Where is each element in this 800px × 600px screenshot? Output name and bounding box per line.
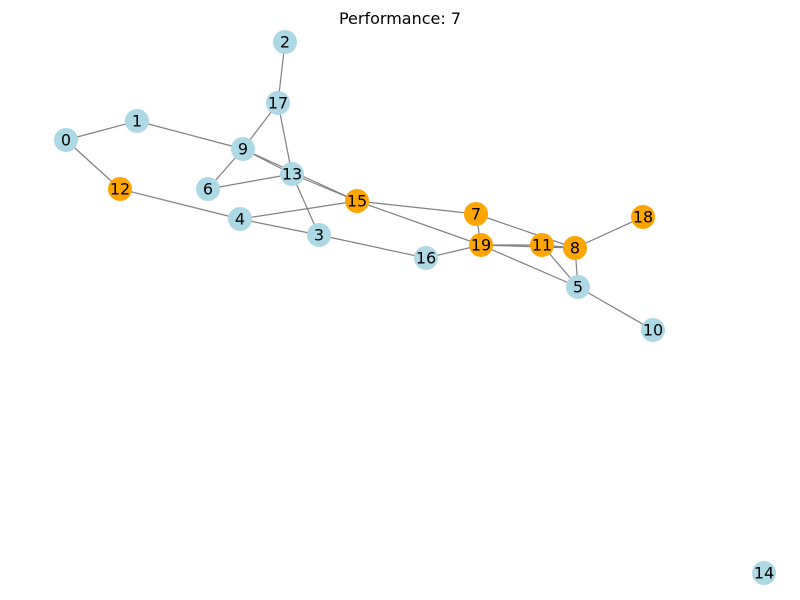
edge-4-15 [239, 200, 358, 220]
node-circle [307, 223, 331, 247]
node-circle [563, 236, 587, 260]
node-label: 6 [203, 180, 213, 199]
node-circle [469, 233, 493, 257]
node-19: 19 [469, 233, 493, 257]
node-circle [228, 207, 252, 231]
node-circle [752, 561, 776, 585]
node-9: 9 [231, 137, 255, 161]
node-circle [530, 233, 554, 257]
edge-0-1 [65, 120, 138, 141]
node-17: 17 [266, 91, 290, 115]
node-label: 11 [532, 236, 552, 255]
node-circle [266, 91, 290, 115]
node-16: 16 [414, 246, 438, 270]
node-circle [125, 109, 149, 133]
node-12: 12 [108, 177, 132, 201]
node-label: 16 [416, 249, 436, 268]
node-circle [196, 177, 220, 201]
node-circle [345, 189, 369, 213]
node-circle [273, 30, 297, 54]
edge-12-4 [119, 188, 241, 220]
node-label: 13 [282, 165, 302, 184]
node-label: 4 [235, 210, 245, 229]
node-2: 2 [273, 30, 297, 54]
edge-3-16 [318, 234, 427, 259]
node-circle [54, 128, 78, 152]
node-10: 10 [641, 318, 665, 342]
node-13: 13 [280, 162, 304, 186]
edge-6-13 [207, 173, 293, 190]
node-circle [631, 205, 655, 229]
graph-title: Performance: 7 [338, 9, 462, 28]
node-circle [280, 162, 304, 186]
node-0: 0 [54, 128, 78, 152]
node-circle [108, 177, 132, 201]
edge-7-8 [475, 213, 576, 249]
node-1: 1 [125, 109, 149, 133]
node-18: 18 [631, 205, 655, 229]
node-label: 1 [132, 112, 142, 131]
node-7: 7 [464, 202, 488, 226]
node-label: 10 [643, 321, 663, 340]
edge-4-3 [239, 218, 320, 236]
node-3: 3 [307, 223, 331, 247]
node-label: 8 [570, 239, 580, 258]
node-label: 18 [633, 208, 653, 227]
node-label: 0 [61, 131, 71, 150]
node-label: 3 [314, 226, 324, 245]
node-label: 2 [280, 33, 290, 52]
edge-17-13 [277, 102, 293, 175]
node-label: 5 [573, 278, 583, 297]
edge-5-10 [577, 286, 654, 331]
node-label: 12 [110, 180, 130, 199]
node-5: 5 [566, 275, 590, 299]
edge-8-18 [574, 216, 644, 249]
node-label: 15 [347, 192, 367, 211]
node-14: 14 [752, 561, 776, 585]
node-label: 19 [471, 236, 491, 255]
node-label: 7 [471, 205, 481, 224]
edge-layer [65, 41, 654, 331]
node-circle [641, 318, 665, 342]
node-label: 9 [238, 140, 248, 159]
edge-19-5 [480, 244, 579, 288]
edge-15-7 [356, 200, 477, 215]
node-circle [464, 202, 488, 226]
node-15: 15 [345, 189, 369, 213]
edge-1-9 [136, 120, 244, 150]
edge-0-12 [65, 139, 121, 190]
node-circle [414, 246, 438, 270]
node-11: 11 [530, 233, 554, 257]
node-4: 4 [228, 207, 252, 231]
node-circle [566, 275, 590, 299]
node-8: 8 [563, 236, 587, 260]
node-6: 6 [196, 177, 220, 201]
edge-19-8 [480, 244, 576, 249]
node-label: 14 [754, 564, 774, 583]
edge-15-19 [356, 200, 482, 246]
node-circle [231, 137, 255, 161]
node-label: 17 [268, 94, 288, 113]
